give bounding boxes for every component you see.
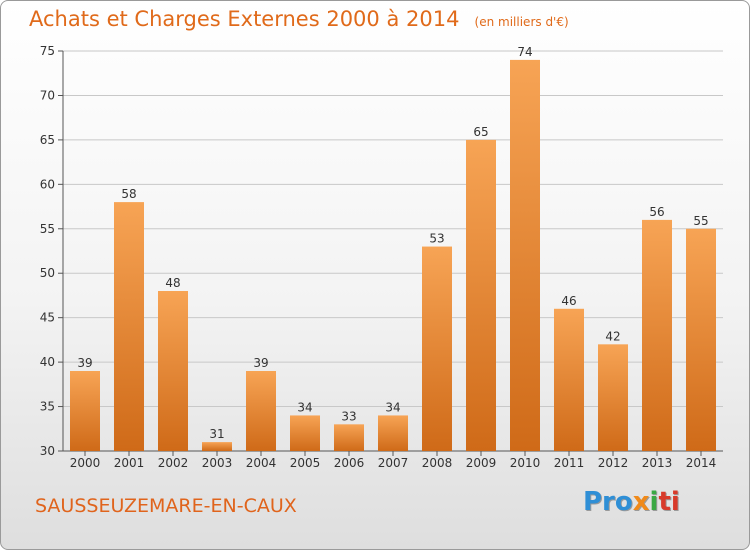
y-tick-label: 70 <box>40 88 55 102</box>
bar <box>686 228 716 451</box>
y-tick-label: 55 <box>40 222 55 236</box>
bar-value-label: 53 <box>429 232 444 246</box>
bar-value-label: 34 <box>385 400 400 414</box>
bar <box>378 415 408 451</box>
bar <box>334 424 364 451</box>
bar <box>70 371 100 451</box>
bar-value-label: 58 <box>121 187 136 201</box>
bar <box>422 246 452 451</box>
bar-value-label: 56 <box>649 205 664 219</box>
x-tick-label: 2009 <box>466 456 497 470</box>
bar-value-label: 74 <box>517 45 532 59</box>
bar-value-label: 46 <box>561 294 576 308</box>
bar-value-label: 55 <box>693 214 708 228</box>
bar-value-label: 34 <box>297 400 312 414</box>
commune-name: SAUSSEUZEMARE-EN-CAUX <box>35 495 297 517</box>
x-tick-label: 2003 <box>202 456 233 470</box>
bar <box>598 344 628 451</box>
y-tick-label: 60 <box>40 177 55 191</box>
y-tick-label: 35 <box>40 400 55 414</box>
x-tick-label: 2006 <box>334 456 365 470</box>
x-tick-label: 2004 <box>246 456 277 470</box>
chart-unit: (en milliers d'€) <box>474 15 569 29</box>
bar-value-label: 39 <box>77 356 92 370</box>
chart-title: Achats et Charges Externes 2000 à 2014 <box>29 7 460 31</box>
x-tick-label: 2014 <box>686 456 717 470</box>
logo-part-4: ti <box>658 487 680 517</box>
bar <box>246 371 276 451</box>
x-tick-label: 2008 <box>422 456 453 470</box>
y-tick-label: 45 <box>40 311 55 325</box>
bar <box>554 308 584 451</box>
x-tick-label: 2010 <box>510 456 541 470</box>
x-tick-label: 2007 <box>378 456 409 470</box>
bar <box>202 442 232 451</box>
logo-part-3: i <box>649 487 659 517</box>
x-tick-label: 2000 <box>70 456 101 470</box>
y-tick-label: 75 <box>40 44 55 58</box>
y-tick-label: 40 <box>40 355 55 369</box>
logo-part-1: Pro <box>583 487 633 517</box>
bar <box>158 291 188 451</box>
bar-value-label: 31 <box>209 427 224 441</box>
y-tick-label: 30 <box>40 444 55 458</box>
proxiti-logo: Proxiti <box>583 487 680 517</box>
bar <box>114 202 144 451</box>
bar-value-label: 42 <box>605 329 620 343</box>
bar <box>510 59 540 452</box>
bar-value-label: 33 <box>341 409 356 423</box>
bar-value-label: 48 <box>165 276 180 290</box>
bar <box>642 219 672 451</box>
bar-value-label: 65 <box>473 125 488 139</box>
bar <box>466 139 496 451</box>
x-tick-label: 2005 <box>290 456 321 470</box>
bar-value-label: 39 <box>253 356 268 370</box>
x-tick-label: 2002 <box>158 456 189 470</box>
y-tick-label: 65 <box>40 133 55 147</box>
y-tick-label: 50 <box>40 266 55 280</box>
bar <box>290 415 320 451</box>
x-tick-label: 2013 <box>642 456 673 470</box>
x-tick-label: 2012 <box>598 456 629 470</box>
chart-header: Achats et Charges Externes 2000 à 2014 (… <box>29 7 569 31</box>
logo-part-2: x <box>632 487 650 517</box>
x-tick-label: 2001 <box>114 456 145 470</box>
x-tick-label: 2011 <box>554 456 585 470</box>
